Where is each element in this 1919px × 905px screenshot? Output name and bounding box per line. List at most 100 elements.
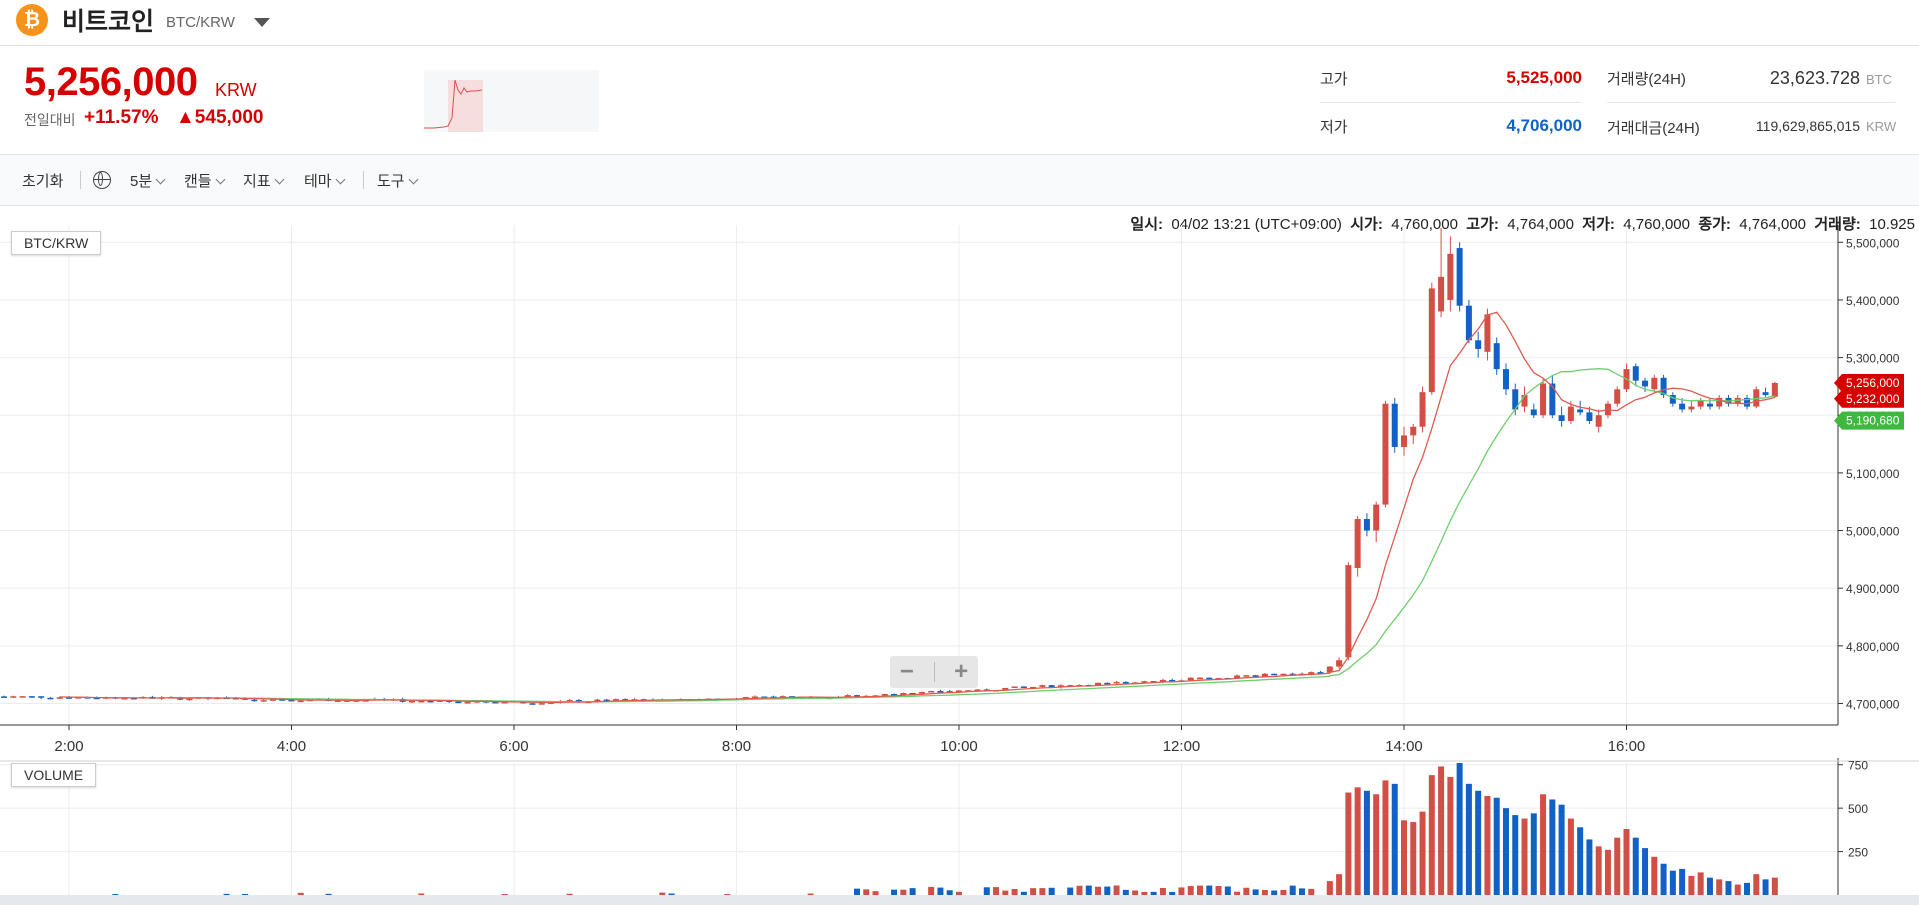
tools-label: 도구 [377, 173, 405, 190]
volume-bar [1716, 879, 1723, 895]
volume-bar [242, 893, 249, 895]
interval-label: 5분 [130, 173, 153, 190]
volume-bar [1530, 813, 1537, 895]
candle [1753, 389, 1760, 407]
candle [612, 699, 619, 702]
volume-bar [955, 891, 962, 895]
volume-bar [1224, 886, 1231, 895]
volume-bar [1289, 885, 1296, 895]
volume-bar [724, 893, 731, 895]
candle [1679, 403, 1686, 410]
candle [1447, 253, 1454, 300]
volume-bar [1113, 885, 1120, 895]
volume-bar [1725, 881, 1732, 895]
candle [455, 701, 462, 704]
candlestick-chart[interactable]: 4,700,000 4,800,000 4,900,000 5,000,000 5,10… [0, 205, 1919, 905]
volume-bar [1558, 804, 1565, 895]
candle [1484, 314, 1491, 352]
chart-area[interactable]: 4,700,000 4,800,000 4,900,000 5,000,000 5,10… [0, 205, 1919, 905]
theme-dropdown[interactable]: 테마 [304, 170, 346, 191]
candle [575, 700, 582, 703]
zoom-divider [933, 662, 935, 682]
candle [1187, 677, 1194, 681]
volume-bar [1169, 891, 1176, 895]
candle [1020, 686, 1027, 688]
volume-bar [1586, 839, 1593, 895]
info-low-label: 저가: [1582, 216, 1615, 233]
volume-bar [1595, 846, 1602, 895]
zoom-in-button[interactable]: + [954, 658, 969, 685]
indicator-dropdown[interactable]: 지표 [243, 170, 285, 191]
volume-bar [297, 892, 304, 895]
change-amount: ▲545,000 [176, 107, 264, 128]
volume-bar [1604, 849, 1611, 895]
volume-bar [566, 893, 573, 895]
volume-bar [112, 894, 119, 895]
zoom-out-button[interactable]: − [899, 658, 914, 685]
candle [1095, 682, 1102, 686]
volume-bar [1011, 888, 1018, 895]
candle [47, 697, 54, 700]
candle [1410, 426, 1417, 436]
candle [1391, 403, 1398, 447]
volume-bar [1271, 890, 1278, 895]
candle [622, 699, 629, 701]
candle [529, 703, 536, 705]
chevron-down-icon [215, 174, 226, 185]
volume-24h-label: 거래량(24H) [1607, 71, 1686, 88]
candle [1744, 397, 1751, 407]
volume-bar [1178, 887, 1185, 895]
volume-bar [418, 893, 425, 895]
candle [1104, 682, 1111, 685]
candle [900, 693, 907, 696]
tools-dropdown[interactable]: 도구 [377, 170, 419, 191]
candle [1363, 519, 1370, 531]
bottom-bar [0, 895, 1919, 905]
candle [1289, 673, 1296, 676]
volume-bar [1085, 885, 1092, 895]
volume-bar [1039, 888, 1046, 895]
high-value: 5,525,000 [1506, 68, 1582, 87]
candle [260, 700, 267, 702]
y-tick-label: 5,000,000 [1846, 525, 1900, 539]
candle [269, 699, 276, 701]
candle-dropdown[interactable]: 캔들 [184, 170, 226, 191]
candle [1642, 380, 1649, 387]
info-high-label: 고가: [1466, 216, 1499, 233]
indicator-label: 지표 [243, 173, 271, 190]
y-tick-label: 4,700,000 [1846, 697, 1900, 711]
volume-bar [928, 886, 935, 895]
candle [548, 702, 555, 704]
volume-bar [1660, 863, 1667, 895]
candle [1345, 565, 1352, 658]
y-tick-label: 5,300,000 [1846, 352, 1900, 366]
candle [881, 693, 888, 696]
volume-bar [1614, 837, 1621, 895]
candle [1317, 672, 1324, 674]
info-close-value: 4,764,000 [1739, 216, 1807, 233]
price-tag-label: 5,190,680 [1846, 414, 1900, 428]
volume-bar [1122, 889, 1129, 895]
volume-bar [1401, 820, 1407, 895]
toolbar-divider [363, 171, 364, 189]
candle [297, 700, 304, 703]
candle [1651, 377, 1658, 390]
interval-dropdown[interactable]: 5분 [130, 170, 166, 191]
volume-bar [223, 893, 230, 895]
candle [1716, 397, 1723, 407]
globe-icon[interactable] [93, 171, 111, 189]
candle [1706, 403, 1713, 407]
candle [1243, 675, 1250, 677]
candle [1261, 673, 1268, 677]
candle [1373, 504, 1380, 531]
x-tick-label: 10:00 [940, 738, 978, 755]
candle [1567, 406, 1574, 421]
candle [937, 690, 944, 693]
volume-bar [1206, 885, 1213, 895]
candle [464, 702, 471, 704]
amount-24h-label: 거래대금(24H) [1607, 120, 1700, 137]
reset-button[interactable]: 초기화 [22, 173, 64, 190]
coin-dropdown-caret-icon[interactable] [254, 18, 270, 27]
volume-bar [1447, 776, 1454, 895]
candle [1401, 435, 1407, 447]
